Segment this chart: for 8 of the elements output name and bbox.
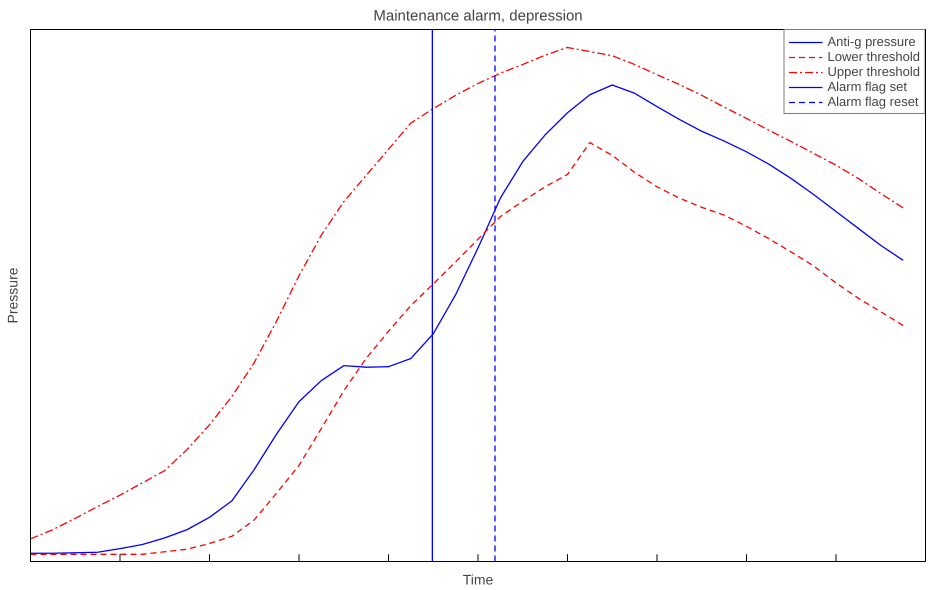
y-axis-title: Pressure <box>4 267 20 324</box>
x-axis-title: Time <box>462 572 494 588</box>
chart-title: Maintenance alarm, depression <box>373 8 583 24</box>
text: Alarm flag set <box>828 79 907 94</box>
legend-label: Anti-g pressure <box>828 34 916 49</box>
legend-label: Upper threshold <box>828 64 920 79</box>
legend-label: Lower threshold <box>828 49 920 64</box>
text: Alarm flag reset <box>828 94 919 109</box>
